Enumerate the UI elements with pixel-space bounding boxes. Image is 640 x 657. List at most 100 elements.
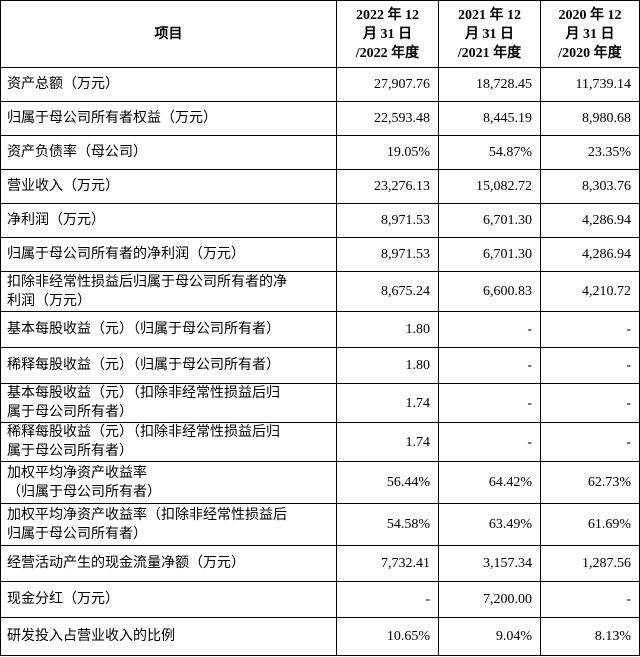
value-cell: 8,971.53 [336,237,439,272]
row-label: 经营活动产生的现金流量净额（万元） [0,545,337,582]
value-cell: 64.42% [438,461,541,504]
table-row: 加权平均净资产收益率（扣除非经常性损益后 归属于母公司所有者） 54.58% 63.4… [0,503,640,546]
header-cell: 2022 年 12 月 31 日/2022 年度 [336,0,439,68]
label-line: 经营活动产生的现金流量净额（万元） [7,556,245,571]
row-label: 净利润（万元） [0,203,337,238]
value-cell: 7,200.00 [438,581,541,618]
table-body: 资产总额（万元） 27,907.76 18,728.45 11,739.14 归属于母公… [0,67,640,656]
value-cell: 4,286.94 [540,203,640,238]
value-cell: 10.65% [336,617,439,656]
header-cell: 项目 [0,0,337,68]
value-cell: - [438,422,541,462]
row-label: 稀释每股收益（元）（扣除非经常性损益后归 属于母公司所有者） [0,422,337,462]
value-cell: 8,675.24 [336,271,439,312]
label-line: （归属于母公司所有者） [7,484,161,500]
value-cell: 1,287.56 [540,545,640,582]
row-label: 归属于母公司所有者的净利润（万元） [0,237,337,272]
value-cell: 19.05% [336,135,439,170]
label-line: 属于母公司所有者） [7,405,133,420]
row-label: 加权平均净资产收益率 （归属于母公司所有者） [0,461,337,504]
value-cell: 8,445.19 [438,101,541,136]
label-line: 扣除非经常性损益后归属于母公司所有者的净 [7,274,287,290]
label-line: 研发投入占营业收入的比例 [7,629,175,644]
label-line: 归属于母公司所有者权益（万元） [7,111,217,126]
label-line: 加权平均净资产收益率 [7,465,147,481]
header-row: 项目 2022 年 12 月 31 日/2022 年度 2021 年 12 月 31 … [0,0,640,68]
row-label: 归属于母公司所有者权益（万元） [0,101,337,136]
label-line: 稀释每股收益（元）（归属于母公司所有者） [7,358,280,373]
header-line: 2021 年 12 [458,7,521,23]
row-label: 现金分红（万元） [0,581,337,618]
table-row: 稀释每股收益（元）（扣除非经常性损益后归 属于母公司所有者） 1.74- - [0,422,640,462]
value-cell: 18,728.45 [438,67,541,102]
table-row: 经营活动产生的现金流量净额（万元） 7,732.41 3,157.34 1,287.5… [0,545,640,582]
label-line: 加权平均净资产收益率（扣除非经常性损益后 [7,507,287,523]
value-cell: 4,286.94 [540,237,640,272]
header-cell: 2021 年 12 月 31 日/2021 年度 [438,0,541,68]
value-cell: 62.73% [540,461,640,504]
value-cell: 23,276.13 [336,169,439,204]
header-line: 2022 年 12 [356,7,419,23]
value-cell: 8,980.68 [540,101,640,136]
table-row: 基本每股收益（元）（扣除非经常性损益后归 属于母公司所有者） 1.74- - [0,383,640,423]
value-cell: 4,210.72 [540,271,640,312]
value-cell: 56.44% [336,461,439,504]
value-cell: 6,701.30 [438,203,541,238]
row-label: 稀释每股收益（元）（归属于母公司所有者） [0,347,337,384]
value-cell: - [540,581,640,618]
value-cell: 1.74 [336,422,439,462]
header-line: /2020 年度 [558,45,622,61]
row-label: 基本每股收益（元）（归属于母公司所有者） [0,311,337,348]
label-line: 资产总额（万元） [7,77,119,92]
label-line: 基本每股收益（元）（扣除非经常性损益后归 [7,386,280,401]
table-row: 稀释每股收益（元）（归属于母公司所有者） 1.80- - [0,347,640,384]
value-cell: - [540,383,640,423]
label-line: 资产负债率（母公司） [7,145,147,160]
label-line: 净利润（万元） [7,213,105,228]
value-cell: 1.74 [336,383,439,423]
value-cell: 11,739.14 [540,67,640,102]
value-cell: 8,971.53 [336,203,439,238]
table-row: 资产总额（万元） 27,907.76 18,728.45 11,739.14 [0,67,640,102]
header-line: 2020 年 12 [558,7,622,23]
label-line: 稀释每股收益（元）（扣除非经常性损益后归 [7,425,280,440]
row-label: 研发投入占营业收入的比例 [0,617,337,656]
value-cell: 8.13% [540,617,640,656]
value-cell: 8,303.76 [540,169,640,204]
value-cell: - [438,311,541,348]
value-cell: 15,082.72 [438,169,541,204]
label-line: 归属于母公司所有者的净利润（万元） [7,247,245,262]
table-row: 营业收入（万元） 23,276.13 15,082.72 8,303.76 [0,169,640,204]
row-label: 加权平均净资产收益率（扣除非经常性损益后 归属于母公司所有者） [0,503,337,546]
header-line: 月 31 日 [363,26,412,42]
value-cell: - [540,311,640,348]
header-cell: 2020 年 12 月 31 日/2020 年度 [540,0,640,68]
value-cell: 22,593.48 [336,101,439,136]
value-cell: 7,732.41 [336,545,439,582]
table-row: 现金分红（万元） -7,200.00- [0,581,640,618]
value-cell: 9.04% [438,617,541,656]
table-row: 加权平均净资产收益率 （归属于母公司所有者） 56.44% 64.42% 62.73% [0,461,640,504]
value-cell: - [336,581,439,618]
table-row: 资产负债率（母公司） 19.05% 54.87% 23.35% [0,135,640,170]
row-label: 基本每股收益（元）（扣除非经常性损益后归 属于母公司所有者） [0,383,337,423]
label-line: 营业收入（万元） [7,179,119,194]
value-cell: 54.87% [438,135,541,170]
value-cell: 1.80 [336,311,439,348]
value-cell: 61.69% [540,503,640,546]
row-label: 营业收入（万元） [0,169,337,204]
table-row: 归属于母公司所有者权益（万元） 22,593.48 8,445.19 8,980.68 [0,101,640,136]
header-line: 月 31 日 [565,26,615,42]
table-row: 研发投入占营业收入的比例 10.65% 9.04% 8.13% [0,617,640,656]
value-cell: 1.80 [336,347,439,384]
label-line: 属于母公司所有者） [7,444,133,459]
table-row: 归属于母公司所有者的净利润（万元） 8,971.53 6,701.30 4,286.9… [0,237,640,272]
value-cell: 54.58% [336,503,439,546]
value-cell: 3,157.34 [438,545,541,582]
table-row: 基本每股收益（元）（归属于母公司所有者） 1.80- - [0,311,640,348]
value-cell: - [438,347,541,384]
header-line: /2022 年度 [355,45,420,61]
value-cell: - [540,347,640,384]
header-line: /2021 年度 [457,45,522,61]
value-cell: 23.35% [540,135,640,170]
